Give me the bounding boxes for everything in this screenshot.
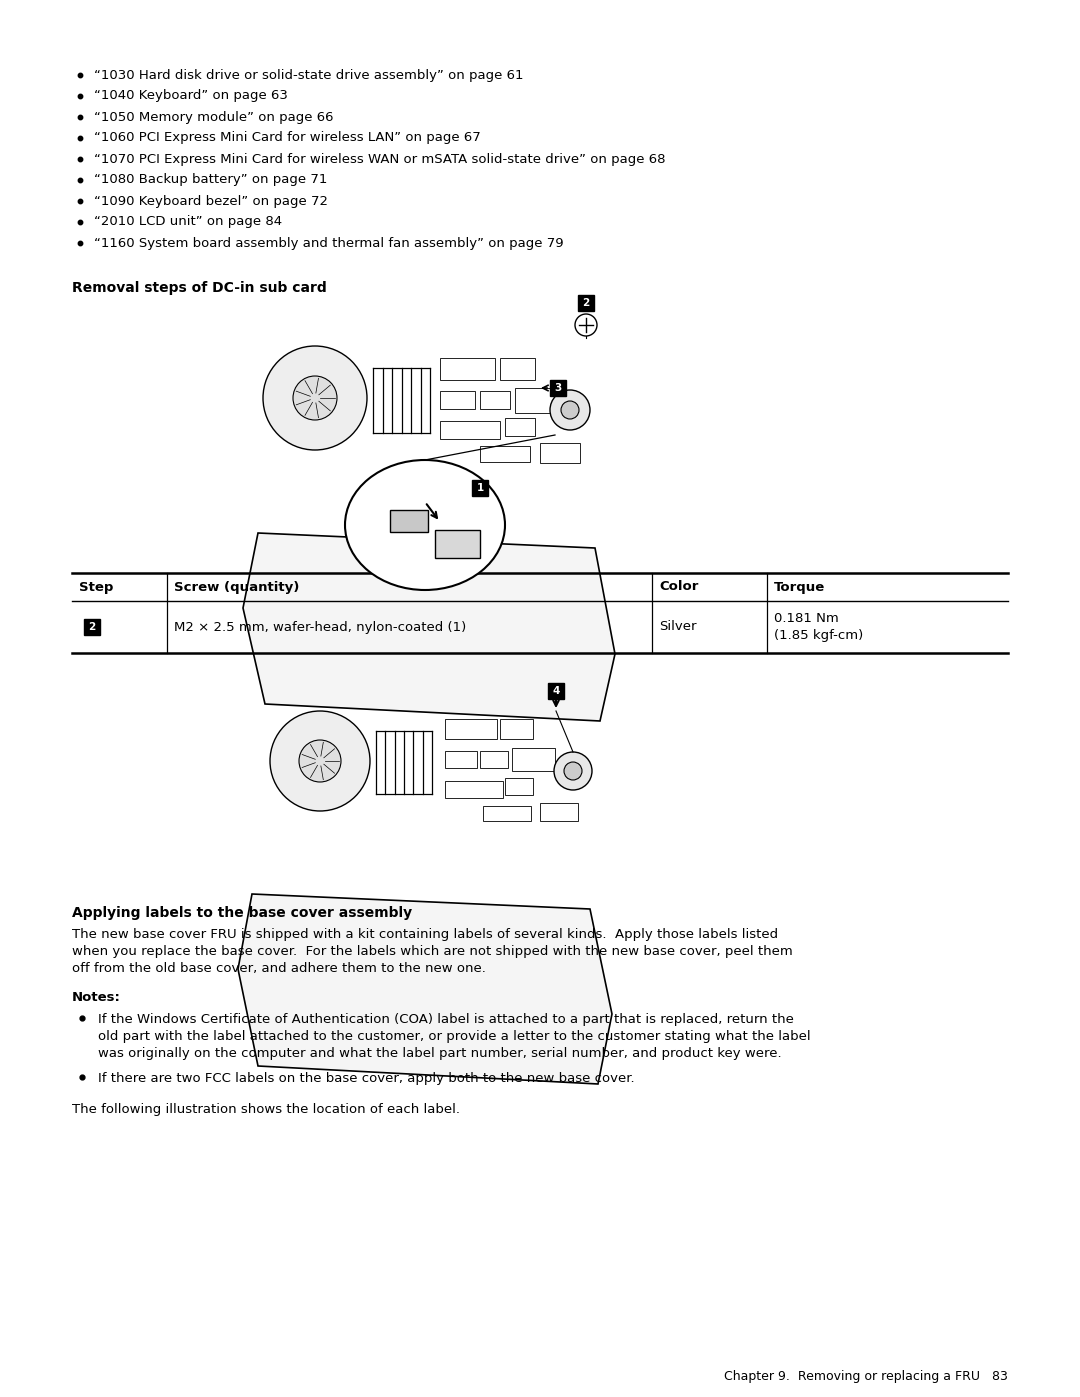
Text: The following illustration shows the location of each label.: The following illustration shows the loc… [72, 1104, 460, 1116]
Text: “1090 Keyboard bezel” on page 72: “1090 Keyboard bezel” on page 72 [94, 194, 328, 208]
Bar [578, 295, 594, 312]
Ellipse shape [345, 460, 505, 590]
Bar [480, 752, 508, 768]
Circle shape [264, 346, 367, 450]
Circle shape [293, 376, 337, 420]
Circle shape [270, 711, 370, 812]
Text: “1040 Keyboard” on page 63: “1040 Keyboard” on page 63 [94, 89, 288, 102]
Text: “1160 System board assembly and thermal fan assembly” on page 79: “1160 System board assembly and thermal … [94, 236, 564, 250]
Bar [480, 391, 510, 409]
Text: 2: 2 [89, 622, 96, 631]
Text: 3: 3 [554, 383, 562, 393]
Text: Chapter 9.  Removing or replacing a FRU   83: Chapter 9. Removing or replacing a FRU 8… [724, 1370, 1008, 1383]
Text: 1: 1 [476, 483, 484, 493]
Circle shape [550, 390, 590, 430]
Text: Notes:: Notes: [72, 990, 121, 1004]
Text: 4: 4 [552, 686, 559, 696]
Bar [515, 388, 561, 414]
Bar [505, 418, 535, 436]
Text: 0.181 Nm: 0.181 Nm [774, 612, 839, 624]
Bar [445, 781, 503, 798]
Text: Removal steps of DC-in sub card: Removal steps of DC-in sub card [72, 281, 327, 295]
Text: “1060 PCI Express Mini Card for wireless LAN” on page 67: “1060 PCI Express Mini Card for wireless… [94, 131, 481, 144]
Text: Applying labels to the base cover assembly: Applying labels to the base cover assemb… [72, 907, 413, 921]
Text: old part with the label attached to the customer, or provide a letter to the cus: old part with the label attached to the … [98, 1030, 811, 1044]
Text: M2 × 2.5 mm, wafer-head, nylon-coated (1): M2 × 2.5 mm, wafer-head, nylon-coated (1… [174, 620, 467, 633]
Text: (1.85 kgf-cm): (1.85 kgf-cm) [774, 630, 863, 643]
Bar [505, 778, 534, 795]
Text: “1050 Memory module” on page 66: “1050 Memory module” on page 66 [94, 110, 334, 123]
Text: “1080 Backup battery” on page 71: “1080 Backup battery” on page 71 [94, 173, 327, 187]
Text: when you replace the base cover.  For the labels which are not shipped with the : when you replace the base cover. For the… [72, 944, 793, 958]
Bar [445, 719, 497, 739]
Bar [445, 752, 477, 768]
Bar [540, 803, 578, 821]
Circle shape [299, 740, 341, 782]
Bar [550, 380, 566, 395]
Circle shape [561, 401, 579, 419]
Bar [480, 446, 530, 462]
Text: Screw (quantity): Screw (quantity) [174, 581, 299, 594]
Text: Torque: Torque [774, 581, 825, 594]
Bar [472, 481, 488, 496]
Bar [440, 358, 495, 380]
Circle shape [554, 752, 592, 789]
Text: If there are two FCC labels on the base cover, apply both to the new base cover.: If there are two FCC labels on the base … [98, 1071, 635, 1085]
Bar [483, 806, 531, 821]
Text: The new base cover FRU is shipped with a kit containing labels of several kinds.: The new base cover FRU is shipped with a… [72, 928, 778, 942]
Text: If the Windows Certificate of Authentication (COA) label is attached to a part t: If the Windows Certificate of Authentica… [98, 1013, 794, 1025]
Circle shape [575, 314, 597, 337]
Polygon shape [243, 534, 615, 721]
Bar [84, 619, 100, 636]
Polygon shape [238, 894, 612, 1084]
Text: Color: Color [659, 581, 699, 594]
Bar [540, 443, 580, 462]
Text: Step: Step [79, 581, 113, 594]
Text: Silver: Silver [659, 620, 697, 633]
Bar [440, 420, 500, 439]
Text: off from the old base cover, and adhere them to the new one.: off from the old base cover, and adhere … [72, 963, 486, 975]
Text: “2010 LCD unit” on page 84: “2010 LCD unit” on page 84 [94, 215, 282, 229]
Bar [512, 747, 555, 771]
Bar [500, 358, 535, 380]
Text: was originally on the computer and what the label part number, serial number, an: was originally on the computer and what … [98, 1046, 782, 1060]
Bar [390, 510, 428, 532]
Text: “1070 PCI Express Mini Card for wireless WAN or mSATA solid-state drive” on page: “1070 PCI Express Mini Card for wireless… [94, 152, 665, 165]
Bar [440, 391, 475, 409]
Bar [435, 529, 480, 557]
Bar [548, 683, 564, 698]
Text: “1030 Hard disk drive or solid-state drive assembly” on page 61: “1030 Hard disk drive or solid-state dri… [94, 68, 524, 81]
Text: 2: 2 [582, 298, 590, 307]
Circle shape [564, 761, 582, 780]
Bar [500, 719, 534, 739]
